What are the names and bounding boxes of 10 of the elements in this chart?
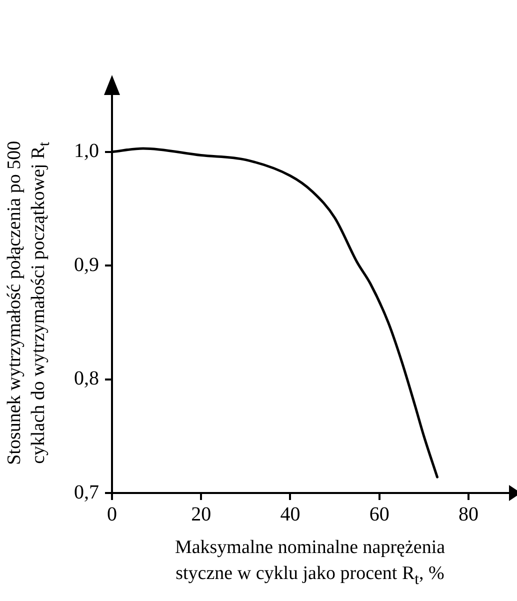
x-tick-label: 0 (107, 503, 117, 526)
x-tick-label: 80 (458, 503, 478, 526)
x-tick-label: 20 (191, 503, 212, 526)
y-tick-label: 1,0 (74, 140, 99, 162)
y-tick-label: 0,8 (74, 368, 99, 390)
y-tick-label: 0,7 (74, 481, 99, 504)
y-tick-label: 0,9 (74, 254, 99, 276)
x-axis-title: Maksymalne nominalne naprężenia styczne w cyklu jako procent R$_{t}$, % (174, 536, 446, 590)
x-tick-label: 60 (369, 503, 390, 526)
x-tick-label: 40 (280, 503, 300, 526)
